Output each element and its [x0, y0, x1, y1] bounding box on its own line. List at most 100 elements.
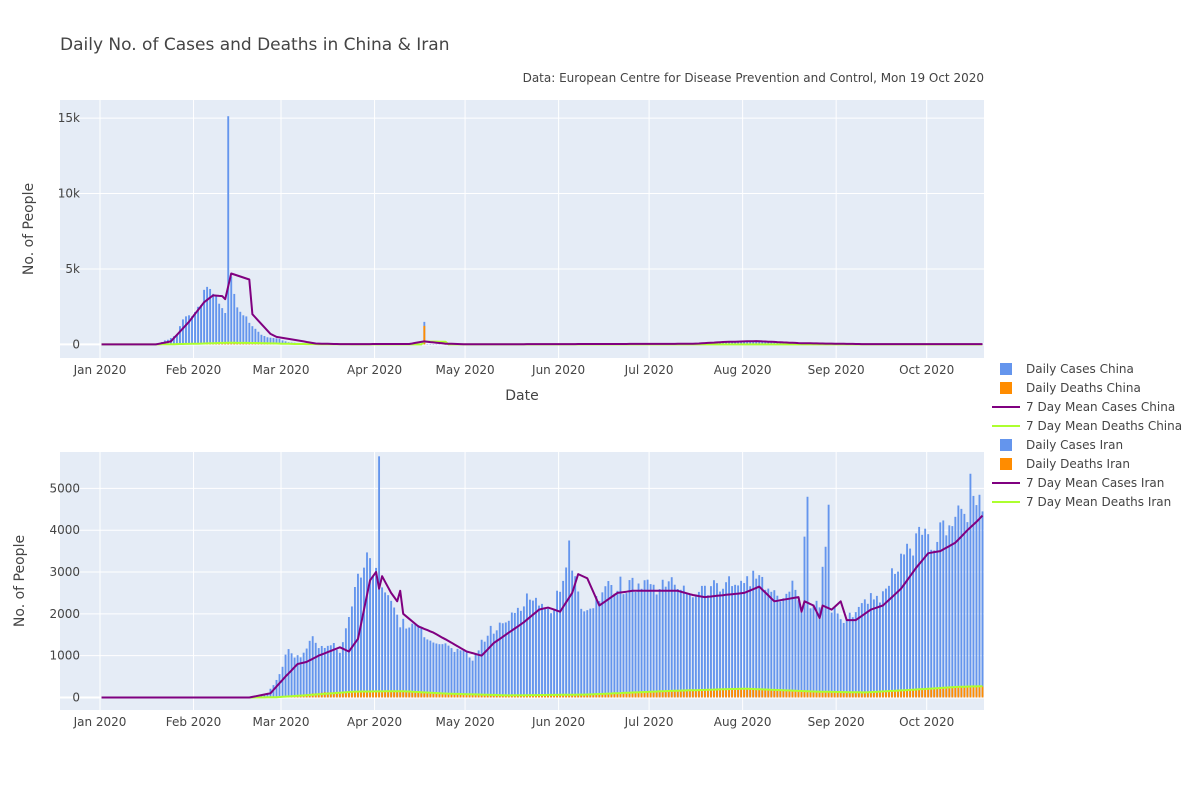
iran-daily-cases-bar	[320, 645, 323, 698]
iran-daily-cases-bar	[954, 516, 957, 698]
iran-daily-deaths-bar	[700, 689, 703, 698]
legend-item[interactable]: 7 Day Mean Cases China	[992, 400, 1175, 414]
iran-daily-deaths-bar	[788, 689, 791, 698]
china-y-tick-label: 10k	[58, 187, 80, 201]
iran-daily-cases-bar	[764, 589, 767, 698]
iran-daily-deaths-bar	[975, 686, 978, 698]
iran-daily-cases-bar	[308, 640, 311, 698]
iran-daily-cases-bar	[960, 508, 963, 698]
china-daily-cases-bar	[773, 341, 776, 345]
iran-daily-cases-bar	[350, 606, 353, 698]
legend-item[interactable]: 7 Day Mean Deaths Iran	[992, 495, 1171, 509]
iran-daily-deaths-bar	[824, 691, 827, 698]
iran-daily-cases-bar	[951, 526, 954, 698]
iran-daily-deaths-bar	[945, 687, 948, 698]
iran-daily-cases-bar	[716, 583, 718, 698]
iran-daily-deaths-bar	[885, 691, 887, 698]
iran-daily-deaths-bar	[354, 691, 356, 698]
legend-item[interactable]: 7 Day Mean Deaths China	[992, 419, 1182, 433]
iran-daily-cases-bar	[749, 586, 752, 698]
iran-daily-deaths-bar	[571, 694, 574, 698]
iran-daily-deaths-bar	[504, 695, 507, 698]
iran-daily-cases-bar	[812, 604, 815, 698]
iran-daily-cases-bar	[522, 606, 525, 698]
iran-daily-deaths-bar	[471, 694, 474, 698]
iran-daily-cases-bar	[571, 570, 574, 698]
iran-daily-cases-bar	[821, 566, 824, 698]
china-daily-cases-bar	[230, 276, 233, 345]
iran-daily-cases-bar	[897, 571, 899, 698]
china-daily-cases-bar	[758, 341, 761, 345]
iran-daily-deaths-bar	[562, 694, 565, 698]
iran-daily-cases-bar	[498, 622, 501, 698]
china-daily-cases-bar	[740, 340, 743, 345]
iran-daily-cases-bar	[516, 607, 519, 698]
iran-daily-deaths-bar	[803, 690, 806, 698]
legend-item[interactable]: Daily Cases China	[1000, 362, 1134, 376]
china-daily-cases-bar	[251, 326, 254, 345]
iran-x-tick-label: May 2020	[435, 715, 494, 729]
iran-daily-cases-bar	[634, 591, 637, 698]
legend-bar-swatch	[1000, 439, 1012, 451]
iran-daily-cases-bar	[652, 584, 655, 698]
iran-daily-cases-bar	[559, 591, 562, 698]
iran-daily-cases-bar	[646, 579, 649, 698]
iran-daily-cases-bar	[746, 576, 749, 698]
iran-daily-cases-bar	[836, 613, 839, 698]
iran-x-tick-label: Jun 2020	[531, 715, 585, 729]
legend-item[interactable]: Daily Deaths Iran	[1000, 457, 1130, 471]
china-daily-cases-bar	[728, 341, 730, 345]
china-x-tick-label: Oct 2020	[899, 363, 954, 377]
iran-daily-deaths-bar	[894, 691, 896, 698]
iran-daily-cases-bar	[429, 640, 432, 698]
china-daily-cases-bar	[275, 338, 278, 345]
iran-daily-deaths-bar	[462, 694, 465, 698]
iran-daily-cases-bar	[673, 584, 676, 698]
iran-daily-deaths-bar	[577, 694, 580, 698]
iran-bars	[251, 456, 984, 698]
iran-daily-cases-bar	[311, 636, 314, 698]
iran-daily-cases-bar	[474, 653, 477, 698]
iran-daily-cases-bar	[942, 520, 945, 698]
iran-daily-deaths-bar	[335, 691, 338, 698]
iran-daily-deaths-bar	[634, 692, 637, 698]
iran-daily-deaths-bar	[598, 694, 601, 698]
china-daily-cases-bar	[209, 288, 212, 345]
iran-x-tick-label: Aug 2020	[714, 715, 772, 729]
iran-daily-deaths-bar	[869, 692, 872, 698]
china-daily-cases-bar	[239, 311, 242, 345]
iran-daily-cases-bar	[528, 599, 531, 698]
iran-daily-deaths-bar	[474, 694, 477, 698]
iran-daily-cases-bar	[906, 543, 909, 698]
iran-daily-deaths-bar	[963, 687, 966, 698]
iran-daily-deaths-bar	[613, 693, 616, 698]
iran-daily-cases-bar	[489, 625, 492, 698]
iran-daily-deaths-bar	[713, 688, 715, 698]
iran-daily-deaths-bar	[616, 693, 619, 698]
iran-daily-deaths-bar	[625, 692, 628, 698]
iran-daily-deaths-bar	[815, 691, 818, 698]
iran-daily-deaths-bar	[812, 691, 815, 698]
iran-daily-cases-bar	[981, 511, 984, 698]
legend-item[interactable]: Daily Deaths China	[1000, 381, 1141, 395]
legend-item[interactable]: Daily Cases Iran	[1000, 438, 1123, 452]
china-daily-cases-bar	[206, 286, 209, 345]
iran-daily-deaths-bar	[845, 692, 848, 698]
iran-daily-cases-bar	[323, 647, 326, 698]
iran-daily-deaths-bar	[441, 693, 444, 698]
iran-daily-cases-bar	[456, 648, 459, 698]
iran-daily-cases-bar	[574, 576, 577, 698]
china-daily-cases-bar	[761, 341, 764, 345]
iran-daily-cases-bar	[888, 585, 890, 698]
iran-daily-deaths-bar	[363, 691, 365, 698]
iran-daily-cases-bar	[863, 599, 866, 698]
legend-item[interactable]: 7 Day Mean Cases Iran	[992, 476, 1164, 490]
iran-daily-deaths-bar	[848, 692, 851, 698]
iran-daily-cases-bar	[583, 611, 586, 698]
iran-daily-deaths-bar	[794, 690, 797, 698]
iran-daily-deaths-bar	[411, 692, 414, 698]
iran-daily-cases-bar	[384, 592, 387, 698]
china-x-tick-label: Jan 2020	[73, 363, 127, 377]
china-daily-cases-bar	[743, 341, 746, 345]
iran-daily-cases-bar	[278, 674, 281, 698]
